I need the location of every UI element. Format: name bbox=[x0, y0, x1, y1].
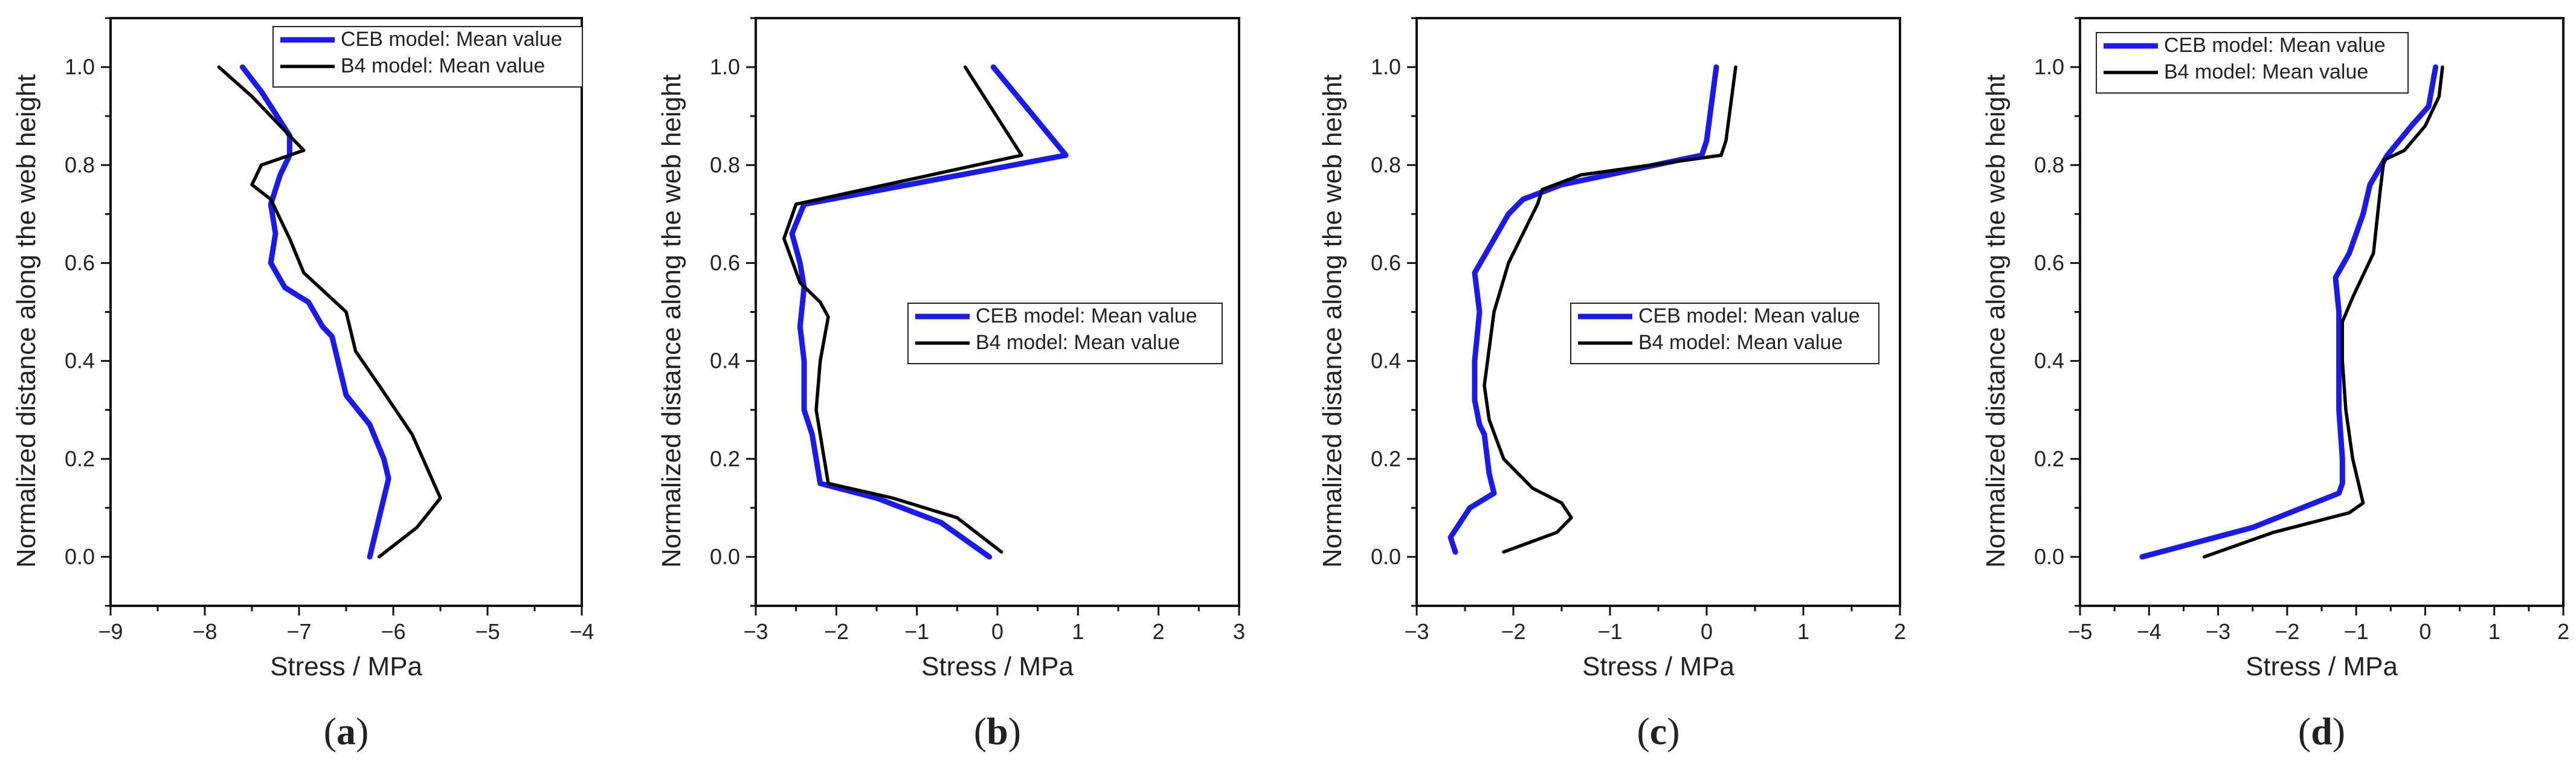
x-tick-label: −6 bbox=[381, 619, 405, 644]
x-tick-label: −7 bbox=[286, 619, 311, 644]
x-tick-label: 2 bbox=[1894, 619, 1906, 644]
legend-label-b4: B4 model: Mean value bbox=[976, 331, 1180, 354]
x-tick-label: −3 bbox=[1404, 619, 1429, 644]
panel-label: (c) bbox=[1637, 710, 1679, 753]
x-tick-label: −5 bbox=[2067, 619, 2092, 644]
series-line-b4 bbox=[2202, 65, 2444, 559]
legend-box bbox=[907, 303, 1223, 364]
x-tick-label: −2 bbox=[1501, 619, 1525, 644]
legend-box bbox=[2096, 32, 2409, 94]
y-tick-label: 0.6 bbox=[710, 250, 740, 275]
legend-label-ceb: CEB model: Mean value bbox=[1638, 304, 1860, 327]
legend-label-ceb: CEB model: Mean value bbox=[341, 28, 562, 51]
x-tick-label: −2 bbox=[2275, 619, 2299, 644]
x-tick-label: 0 bbox=[991, 619, 1003, 644]
series-line-ceb bbox=[239, 64, 391, 560]
series-line-ceb bbox=[789, 64, 1069, 560]
legend-label-ceb: CEB model: Mean value bbox=[2164, 34, 2386, 57]
panel-label: (a) bbox=[324, 710, 369, 753]
x-axis-title: Stress / MPa bbox=[1582, 652, 1734, 681]
y-tick-label: 0.2 bbox=[2034, 446, 2064, 471]
y-tick-label: 0.4 bbox=[2034, 349, 2064, 373]
y-tick-label: 0.6 bbox=[65, 250, 95, 275]
x-tick-label: 0 bbox=[1701, 619, 1713, 644]
y-tick-label: 0.0 bbox=[1371, 544, 1401, 569]
panel-label: (d) bbox=[2298, 710, 2345, 753]
panel-label: (b) bbox=[974, 710, 1021, 753]
y-tick-label: 0.8 bbox=[65, 152, 95, 177]
y-tick-label: 0.8 bbox=[1371, 152, 1401, 177]
y-tick-label: 0.4 bbox=[65, 349, 95, 373]
plot-frame bbox=[2079, 17, 2565, 607]
x-tick-label: −5 bbox=[475, 619, 500, 644]
x-tick-label: −9 bbox=[98, 619, 123, 644]
y-tick-label: 0.6 bbox=[2034, 250, 2064, 275]
chart-panel-a: −9 −8 −7 −6 −5 −4 0.0 0.2 0.4 0.6 0.8 1.0 Stress / M… bbox=[11, 17, 594, 753]
y-tick-label: 1.0 bbox=[65, 54, 95, 79]
legend: CEB model: Mean value B4 model: Mean valu… bbox=[272, 26, 583, 88]
y-tick-label: 0.0 bbox=[2034, 544, 2064, 569]
series-line-b4 bbox=[217, 65, 442, 559]
x-tick-label: −1 bbox=[904, 619, 929, 644]
legend-label-ceb: CEB model: Mean value bbox=[976, 304, 1197, 327]
x-tick-label: −1 bbox=[2344, 619, 2369, 644]
x-axis-title: Stress / MPa bbox=[270, 652, 422, 681]
x-tick-label: −4 bbox=[2137, 619, 2162, 644]
y-tick-label: 1.0 bbox=[2034, 54, 2064, 79]
x-axis-title: Stress / MPa bbox=[921, 652, 1074, 681]
y-axis-title: Normalized distance along the web height bbox=[1318, 74, 1347, 568]
y-tick-label: 0.2 bbox=[710, 446, 740, 471]
y-tick-label: 0.0 bbox=[710, 544, 740, 569]
series-line-ceb bbox=[2139, 64, 2439, 560]
legend-box bbox=[272, 26, 583, 88]
chart-panel-c: −3 −2 −1 0 1 2 0.0 0.2 0.4 0.6 0.8 1.0 Stress / MPa N… bbox=[1318, 17, 1906, 753]
x-tick-label: 1 bbox=[2488, 619, 2500, 644]
series-line-b4 bbox=[1483, 65, 1737, 554]
x-tick-label: −8 bbox=[192, 619, 217, 644]
y-tick-label: 0.8 bbox=[710, 152, 740, 177]
y-axis-title: Normalized distance along the web height bbox=[1981, 74, 2011, 568]
legend-label-b4: B4 model: Mean value bbox=[2164, 60, 2368, 83]
x-tick-label: 2 bbox=[2557, 619, 2569, 644]
y-tick-label: 1.0 bbox=[1371, 54, 1401, 79]
legend: CEB model: Mean value B4 model: Mean valu… bbox=[907, 303, 1223, 364]
y-tick-label: 1.0 bbox=[710, 54, 740, 79]
series-line-b4 bbox=[782, 65, 1023, 554]
y-tick-label: 0.4 bbox=[1371, 349, 1401, 373]
y-tick-label: 0.8 bbox=[2034, 152, 2064, 177]
legend-label-b4: B4 model: Mean value bbox=[1638, 331, 1843, 354]
legend-box bbox=[1570, 303, 1879, 364]
x-tick-label: 1 bbox=[1797, 619, 1809, 644]
x-tick-label: 0 bbox=[2419, 619, 2431, 644]
y-tick-label: 0.6 bbox=[1371, 250, 1401, 275]
y-axis-title: Normalized distance along the web height bbox=[11, 74, 41, 568]
x-tick-label: 1 bbox=[1072, 619, 1084, 644]
x-axis-title: Stress / MPa bbox=[2246, 652, 2398, 681]
y-tick-label: 0.4 bbox=[710, 349, 740, 373]
legend-label-b4: B4 model: Mean value bbox=[341, 54, 545, 77]
x-tick-label: −1 bbox=[1597, 619, 1622, 644]
y-tick-label: 0.2 bbox=[1371, 446, 1401, 471]
chart-panel-b: −3 −2 −1 0 1 2 3 0.0 0.2 0.4 0.6 0.8 1.0 Stress / MPa… bbox=[657, 17, 1245, 753]
x-tick-label: −4 bbox=[569, 619, 594, 644]
x-tick-label: −3 bbox=[2206, 619, 2230, 644]
chart-panel-d: −5 −4 −3 −2 −1 0 1 2 0.0 0.2 0.4 0.6 0.8 1.0 Stress / … bbox=[1981, 17, 2569, 753]
x-tick-label: 3 bbox=[1233, 619, 1245, 644]
y-axis-title: Normalized distance along the web height bbox=[657, 74, 686, 568]
x-tick-label: −3 bbox=[743, 619, 768, 644]
x-tick-label: 2 bbox=[1153, 619, 1165, 644]
series-line-ceb bbox=[1447, 64, 1719, 555]
y-tick-label: 0.2 bbox=[65, 446, 95, 471]
legend: CEB model: Mean value B4 model: Mean valu… bbox=[2096, 32, 2409, 94]
legend: CEB model: Mean value B4 model: Mean valu… bbox=[1570, 303, 1879, 364]
y-tick-label: 0.0 bbox=[65, 544, 95, 569]
x-tick-label: −2 bbox=[824, 619, 849, 644]
